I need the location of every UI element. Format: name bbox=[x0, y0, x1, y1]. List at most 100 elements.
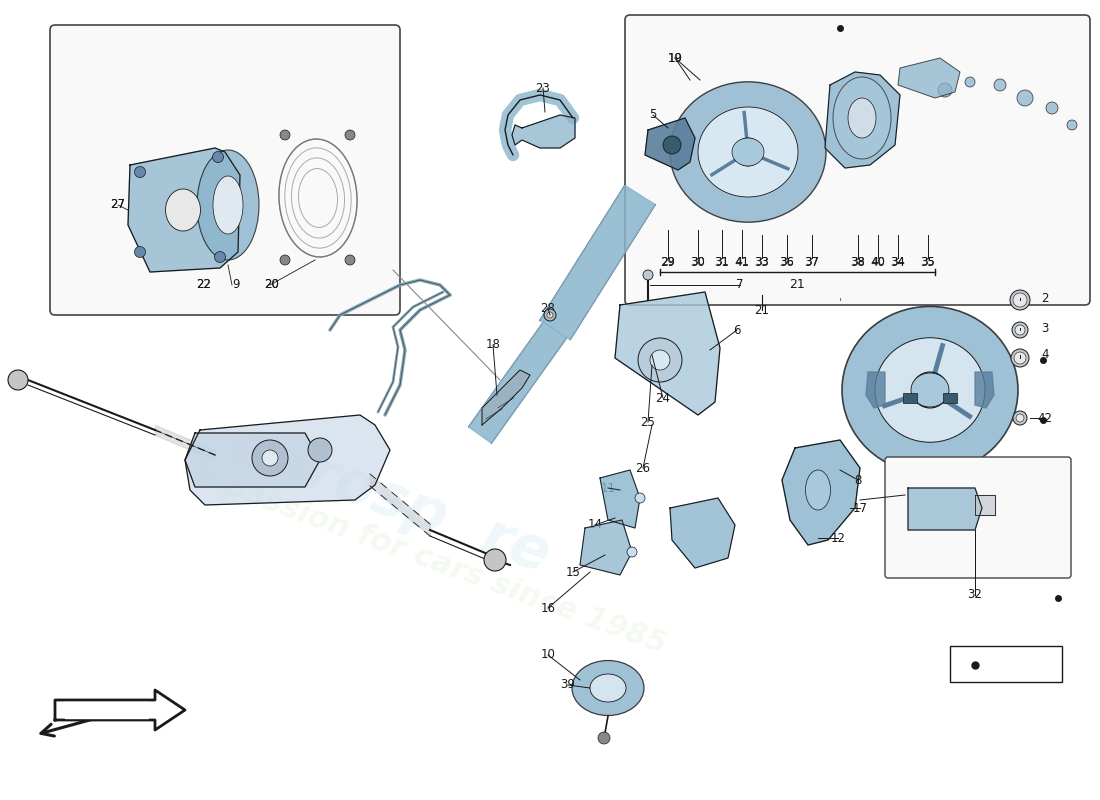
Text: 27: 27 bbox=[110, 198, 125, 211]
Text: 10: 10 bbox=[540, 649, 556, 662]
Text: 38: 38 bbox=[850, 255, 866, 269]
Polygon shape bbox=[866, 372, 886, 408]
Circle shape bbox=[212, 151, 223, 162]
Text: 35: 35 bbox=[921, 257, 935, 267]
Bar bbox=[943, 393, 957, 403]
Text: 41: 41 bbox=[735, 255, 749, 269]
Circle shape bbox=[1067, 120, 1077, 130]
Text: 20: 20 bbox=[265, 278, 279, 291]
Ellipse shape bbox=[165, 189, 200, 231]
Text: 22: 22 bbox=[197, 278, 211, 291]
Text: 37: 37 bbox=[805, 257, 818, 267]
Ellipse shape bbox=[874, 338, 984, 442]
Text: a passion for cars since 1985: a passion for cars since 1985 bbox=[189, 461, 670, 659]
Circle shape bbox=[635, 493, 645, 503]
Circle shape bbox=[214, 251, 225, 262]
Polygon shape bbox=[975, 372, 994, 408]
Circle shape bbox=[734, 138, 762, 166]
Text: 34: 34 bbox=[891, 255, 905, 269]
Text: 4: 4 bbox=[1042, 349, 1048, 362]
Ellipse shape bbox=[732, 138, 764, 166]
Text: 14: 14 bbox=[587, 518, 603, 531]
Polygon shape bbox=[975, 495, 996, 515]
Circle shape bbox=[280, 130, 290, 140]
Circle shape bbox=[994, 79, 1006, 91]
Polygon shape bbox=[825, 72, 900, 168]
Polygon shape bbox=[782, 440, 860, 545]
Circle shape bbox=[1013, 411, 1027, 425]
Text: 26: 26 bbox=[636, 462, 650, 474]
Circle shape bbox=[598, 732, 611, 744]
Polygon shape bbox=[670, 498, 735, 568]
Circle shape bbox=[544, 309, 556, 321]
Circle shape bbox=[484, 549, 506, 571]
Text: 41: 41 bbox=[735, 257, 749, 267]
Circle shape bbox=[650, 350, 670, 370]
Circle shape bbox=[345, 130, 355, 140]
Text: 40: 40 bbox=[870, 255, 886, 269]
Text: 13: 13 bbox=[898, 489, 912, 502]
Bar bbox=[903, 393, 917, 403]
Text: 38: 38 bbox=[851, 257, 865, 267]
Text: eurosp  re: eurosp re bbox=[222, 416, 558, 584]
Text: 24: 24 bbox=[656, 391, 671, 405]
Text: 36: 36 bbox=[780, 257, 794, 267]
Ellipse shape bbox=[911, 373, 949, 407]
Ellipse shape bbox=[848, 98, 876, 138]
Text: 3: 3 bbox=[1042, 322, 1048, 334]
Ellipse shape bbox=[590, 674, 626, 702]
Ellipse shape bbox=[213, 176, 243, 234]
Circle shape bbox=[638, 338, 682, 382]
Circle shape bbox=[1010, 290, 1030, 310]
Ellipse shape bbox=[805, 470, 830, 510]
Ellipse shape bbox=[572, 661, 644, 715]
Text: 20: 20 bbox=[265, 278, 279, 291]
Polygon shape bbox=[185, 415, 390, 505]
Circle shape bbox=[134, 166, 145, 178]
Text: 18: 18 bbox=[485, 338, 501, 351]
Polygon shape bbox=[898, 58, 960, 98]
Polygon shape bbox=[512, 115, 575, 148]
Circle shape bbox=[627, 547, 637, 557]
Ellipse shape bbox=[670, 82, 826, 222]
Text: 2: 2 bbox=[1042, 291, 1048, 305]
Circle shape bbox=[1015, 325, 1025, 335]
Circle shape bbox=[965, 77, 975, 87]
Text: 15: 15 bbox=[565, 566, 581, 578]
Circle shape bbox=[547, 312, 553, 318]
Polygon shape bbox=[615, 292, 720, 415]
Text: 17: 17 bbox=[852, 502, 868, 514]
Circle shape bbox=[663, 136, 681, 154]
Text: 27: 27 bbox=[110, 198, 125, 211]
Text: 21: 21 bbox=[789, 278, 805, 290]
FancyBboxPatch shape bbox=[625, 15, 1090, 305]
Circle shape bbox=[1013, 293, 1027, 307]
Polygon shape bbox=[580, 520, 632, 575]
Polygon shape bbox=[55, 690, 185, 730]
Text: 30: 30 bbox=[691, 255, 705, 269]
Text: 37: 37 bbox=[804, 255, 820, 269]
Text: 31: 31 bbox=[715, 255, 729, 269]
Circle shape bbox=[1046, 102, 1058, 114]
FancyBboxPatch shape bbox=[950, 646, 1062, 682]
Ellipse shape bbox=[842, 306, 1018, 474]
Text: 6: 6 bbox=[734, 323, 740, 337]
Text: 28: 28 bbox=[540, 302, 556, 314]
Text: 11: 11 bbox=[601, 482, 616, 494]
Text: 39: 39 bbox=[561, 678, 575, 691]
Text: 25: 25 bbox=[640, 415, 656, 429]
Ellipse shape bbox=[833, 77, 891, 159]
Polygon shape bbox=[65, 702, 148, 718]
Polygon shape bbox=[185, 433, 320, 487]
Circle shape bbox=[938, 83, 952, 97]
Text: = 1: = 1 bbox=[990, 658, 1016, 671]
Polygon shape bbox=[482, 370, 530, 425]
Text: 21: 21 bbox=[755, 303, 770, 317]
Text: 9: 9 bbox=[232, 278, 240, 291]
Ellipse shape bbox=[698, 107, 798, 197]
Text: 7: 7 bbox=[736, 278, 744, 291]
Text: 19: 19 bbox=[668, 51, 682, 65]
Circle shape bbox=[345, 255, 355, 265]
Polygon shape bbox=[128, 148, 240, 272]
Text: 35: 35 bbox=[921, 255, 935, 269]
